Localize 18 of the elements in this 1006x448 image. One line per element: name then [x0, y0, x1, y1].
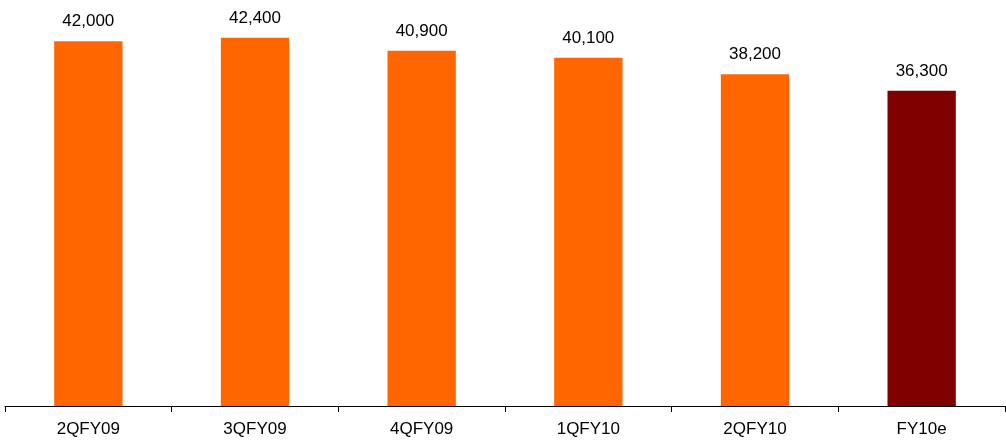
bar [554, 57, 623, 406]
bar [220, 37, 290, 406]
bar [54, 41, 123, 406]
x-tick-label: 4QFY09 [390, 419, 454, 438]
x-tick-label: 3QFY09 [223, 419, 287, 438]
data-label: 40,100 [562, 27, 615, 47]
data-label: 36,300 [895, 60, 948, 80]
bar [887, 90, 956, 406]
x-tick-label: 2QFY10 [723, 419, 787, 438]
data-label: 42,400 [229, 7, 281, 27]
bar [387, 50, 456, 406]
x-tick-label: 1QFY10 [556, 419, 620, 438]
x-tick-label: FY10e [896, 419, 947, 438]
data-label: 38,200 [729, 44, 781, 64]
bar [720, 74, 790, 406]
data-label: 42,000 [62, 11, 115, 31]
data-label: 40,900 [395, 20, 448, 40]
x-tick-label: 2QFY09 [56, 419, 120, 438]
